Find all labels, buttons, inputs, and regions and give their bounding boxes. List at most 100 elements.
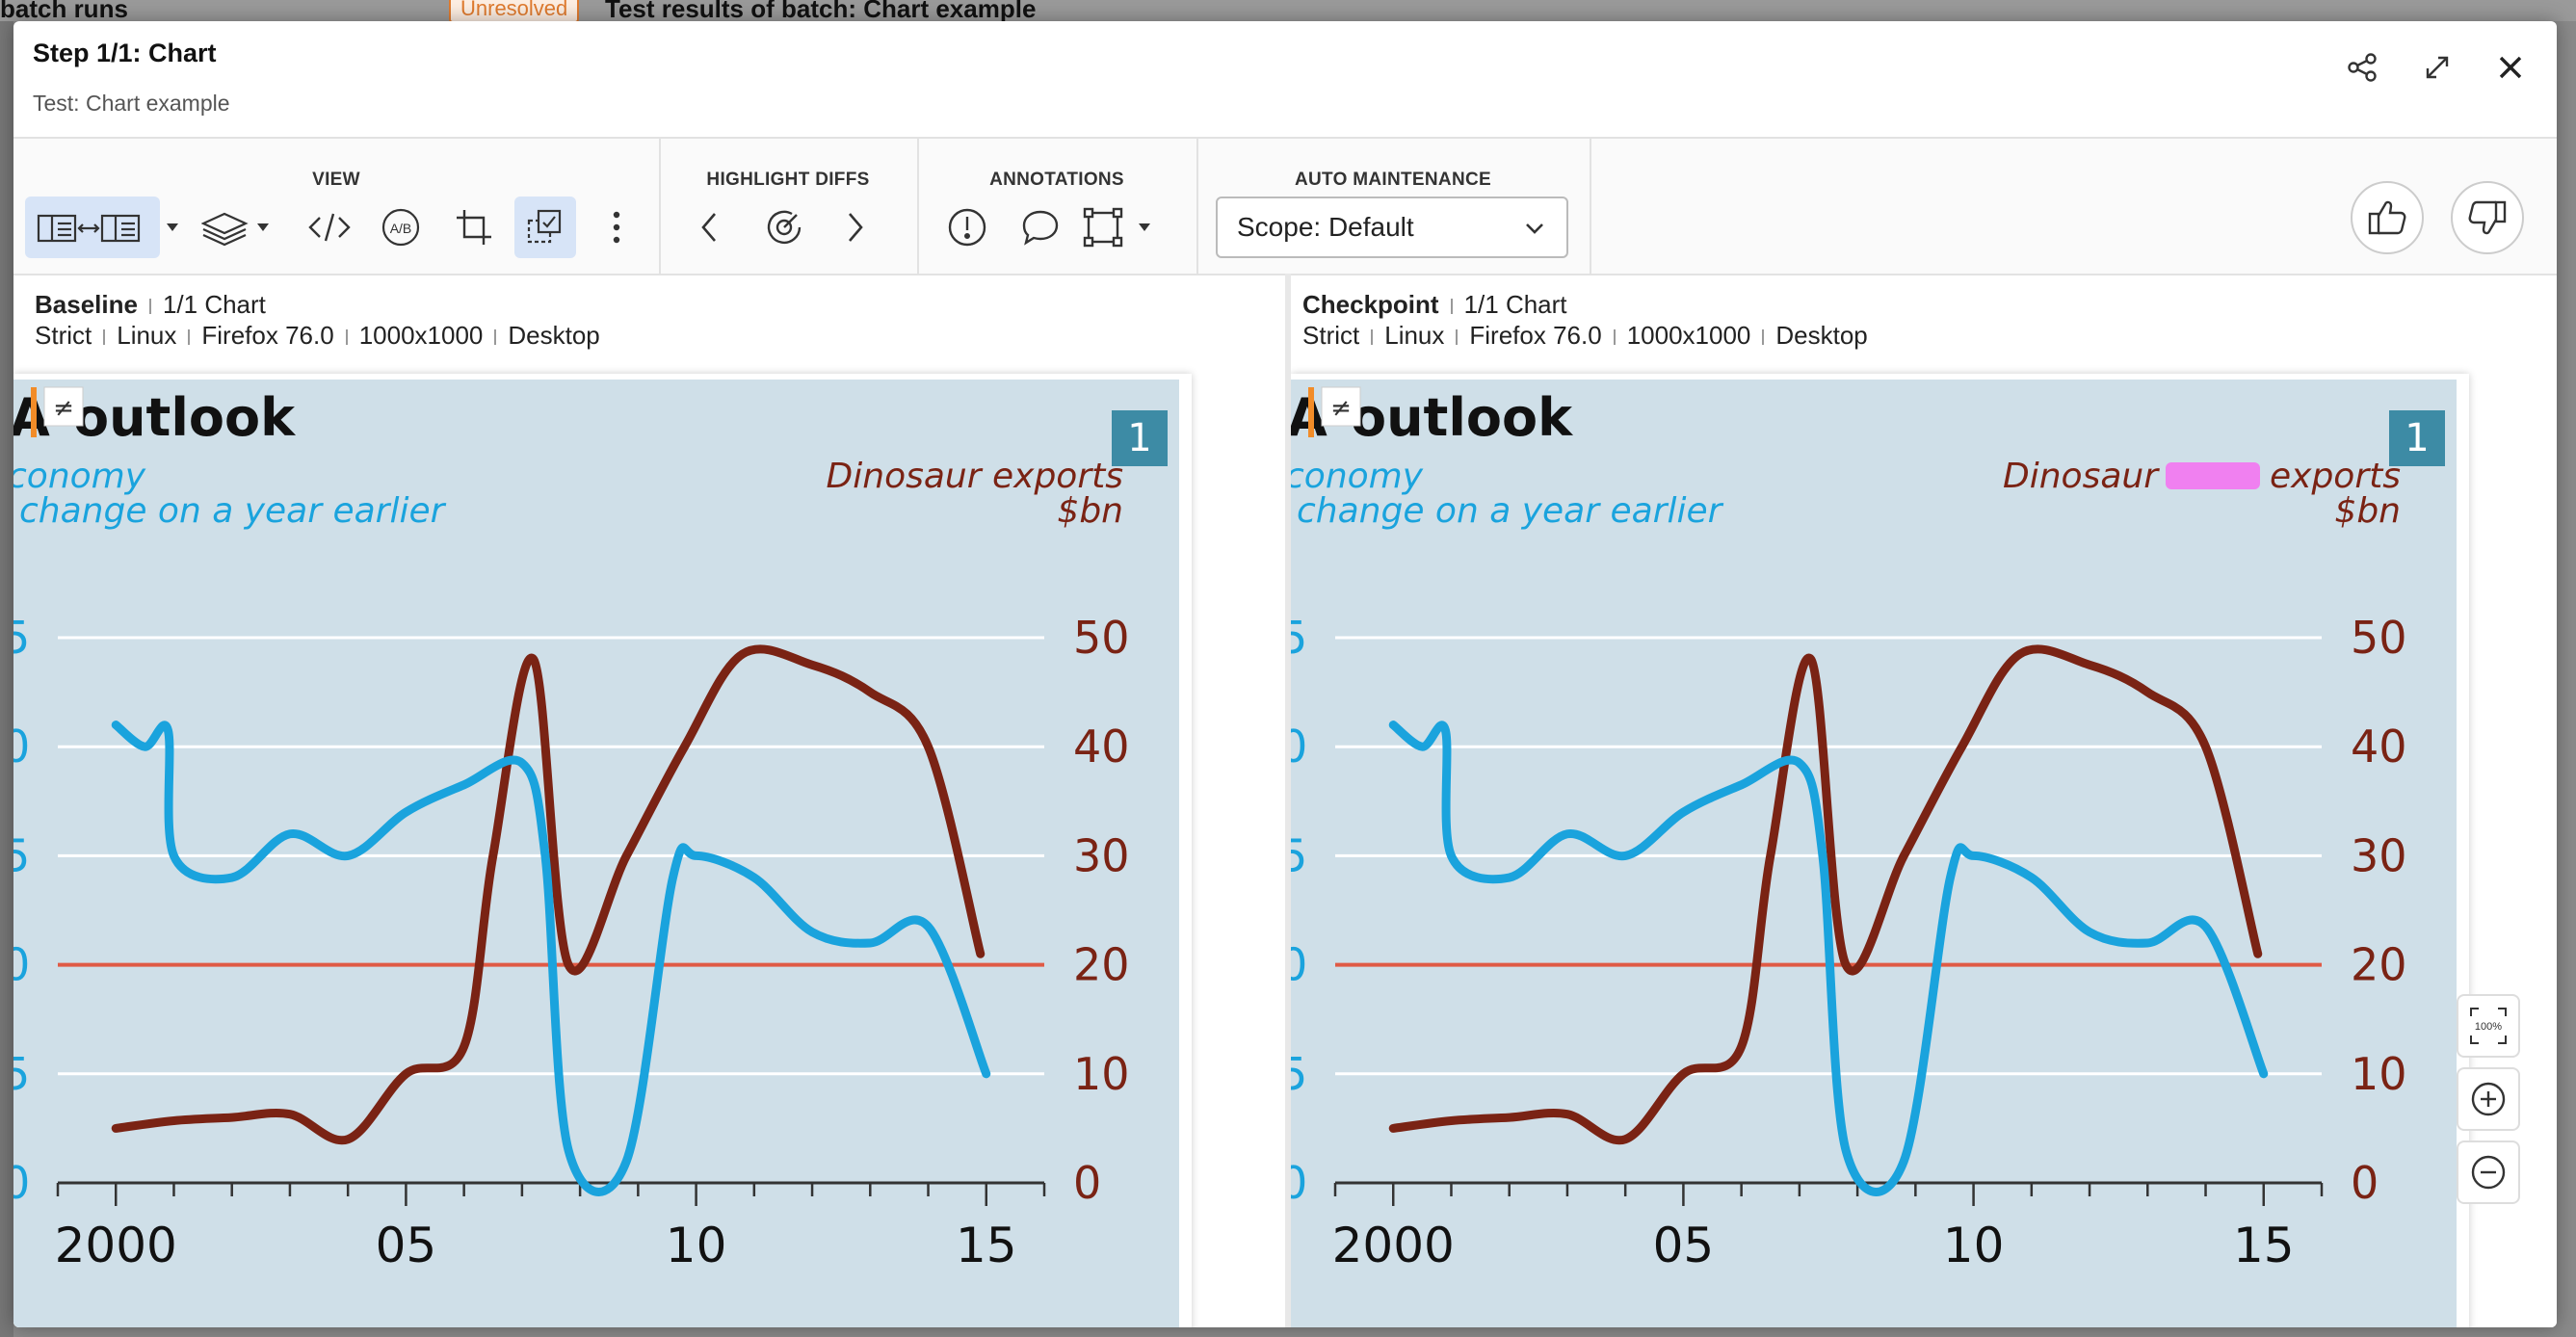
left-series-label: conomy	[13, 457, 146, 496]
close-button[interactable]	[2484, 40, 2537, 94]
x-tick-label: 2000	[1332, 1218, 1455, 1273]
right-y-tick-label: 30	[2351, 829, 2407, 881]
layers-button[interactable]	[195, 197, 281, 258]
scope-value: Scope: Default	[1237, 212, 1414, 242]
zoom-in-icon	[2471, 1082, 2506, 1116]
zoom-out-button[interactable]	[2457, 1140, 2520, 1204]
ab-compare-icon: A/B	[381, 208, 420, 247]
share-button[interactable]	[2335, 40, 2389, 94]
crop-icon	[457, 210, 491, 245]
fullscreen-button[interactable]	[2410, 40, 2464, 94]
pane-divider[interactable]	[1285, 274, 1291, 1327]
baseline-meta: Strict Linux Firefox 76.0 1000x1000 Desktop	[35, 321, 600, 350]
crop-button[interactable]	[443, 197, 505, 258]
target-icon	[767, 210, 802, 245]
left-y-tick-label: 0	[1291, 721, 1307, 773]
prev-diff-button[interactable]	[678, 197, 740, 258]
view-mode-dropdown[interactable]	[160, 197, 185, 258]
comment-button[interactable]	[1010, 197, 1071, 258]
left-y-tick-label: 0	[13, 939, 30, 991]
expand-icon	[2426, 56, 2449, 79]
next-diff-button[interactable]	[825, 197, 886, 258]
checkpoint-step: 1/1 Chart	[1463, 290, 1567, 319]
issue-button[interactable]	[936, 197, 998, 258]
right-y-tick-label: 10	[1073, 1048, 1130, 1100]
x-tick-label: 10	[666, 1218, 727, 1273]
region-select-button[interactable]	[514, 197, 576, 258]
left-y-tick-label: 5	[13, 612, 30, 664]
right-series-label-suffix: exports	[2270, 457, 2401, 496]
background-left-column	[0, 21, 13, 1337]
toolbar: VIEW	[13, 139, 2557, 275]
modal-subtitle: Test: Chart example	[33, 91, 230, 116]
right-series-label: Dinosaur	[2003, 457, 2160, 496]
modal-header: Step 1/1: Chart Test: Chart example	[13, 21, 2557, 139]
right-y-tick-label: 50	[2351, 612, 2407, 664]
left-y-tick-label: 0	[13, 1157, 30, 1209]
right-y-tick-label: 20	[2351, 939, 2407, 991]
caret-down-icon	[167, 223, 178, 231]
ab-compare-button[interactable]: A/B	[370, 197, 432, 258]
left-y-tick-label: 5	[1291, 1048, 1307, 1100]
right-series-unit: $bn	[1057, 491, 1123, 531]
ab-text: A/B	[390, 221, 412, 236]
background-app-header	[0, 0, 2576, 21]
more-options-button[interactable]	[586, 197, 647, 258]
highlight-target-button[interactable]	[753, 197, 815, 258]
auto-maintenance-label: AUTO MAINTENANCE	[1295, 170, 1491, 190]
checkpoint-pane: Checkpoint 1/1 Chart Strict Linux Firefox 7…	[1291, 275, 2557, 1327]
highlight-diffs-section: HIGHLIGHT DIFFS	[659, 139, 919, 274]
baseline-header: Baseline 1/1 Chart Strict Linux Firefox 76.…	[35, 289, 600, 351]
right-y-tick-label: 0	[2351, 1157, 2379, 1209]
x-tick-label: 15	[2233, 1218, 2295, 1273]
right-y-tick-label: 10	[2351, 1048, 2407, 1100]
thumbs-up-button[interactable]	[2351, 181, 2424, 254]
left-series-unit: change on a year earlier	[19, 491, 447, 531]
side-by-side-icon	[37, 214, 141, 243]
diff-marker-bar	[31, 387, 37, 437]
fit-screen-icon: 100%	[2470, 1008, 2507, 1044]
prev-diff-icon	[701, 213, 716, 242]
zoom-in-button[interactable]	[2457, 1067, 2520, 1131]
region-icon	[1083, 207, 1150, 248]
chart-background	[1291, 380, 2457, 1327]
side-by-side-button[interactable]	[25, 197, 160, 258]
scope-select[interactable]: Scope: Default	[1216, 197, 1568, 258]
dinosaur-exports-line	[1388, 644, 2263, 1145]
chart-badge-number: 1	[1127, 416, 1151, 460]
left-series-unit: change on a year earlier	[1297, 491, 1724, 531]
x-tick-label: 2000	[55, 1218, 177, 1273]
zoom-out-icon	[2471, 1155, 2506, 1190]
left-y-tick-label: 5	[1291, 829, 1307, 881]
baseline-step: 1/1 Chart	[162, 290, 266, 319]
x-tick-label: 15	[956, 1218, 1017, 1273]
thumbs-down-button[interactable]	[2451, 181, 2524, 254]
layers-icon	[201, 212, 269, 247]
diff-marker-box	[1321, 386, 1361, 427]
comment-icon	[1022, 210, 1059, 246]
right-y-tick-label: 40	[2351, 721, 2407, 773]
checkpoint-header: Checkpoint 1/1 Chart Strict Linux Firefox 7…	[1302, 289, 1868, 351]
background-results-title: Test results of batch: Chart example	[605, 0, 1037, 23]
annotations-section: ANNOTATIONS	[917, 139, 1198, 274]
auto-maintenance-section: AUTO MAINTENANCE Scope: Default	[1196, 139, 1591, 274]
checkpoint-meta: Strict Linux Firefox 76.0 1000x1000 Desktop	[1302, 321, 1868, 350]
view-label: VIEW	[312, 170, 360, 190]
left-y-tick-label: 0	[1291, 1157, 1307, 1209]
chart-background	[13, 380, 1179, 1327]
chart-badge	[1112, 410, 1168, 466]
x-tick-label: 10	[1943, 1218, 2005, 1273]
not-equal-icon: ≠	[53, 394, 74, 423]
left-y-tick-label: 0	[1291, 939, 1307, 991]
region-select-icon	[527, 209, 562, 244]
zoom-fit-label: 100%	[2475, 1021, 2502, 1033]
code-view-button[interactable]	[299, 197, 360, 258]
right-y-tick-label: 30	[1073, 829, 1130, 881]
region-annotation-button[interactable]	[1081, 197, 1158, 258]
right-series-unit: $bn	[2334, 491, 2401, 531]
zoom-fit-button[interactable]: 100%	[2457, 994, 2520, 1058]
annotations-label: ANNOTATIONS	[989, 170, 1124, 190]
